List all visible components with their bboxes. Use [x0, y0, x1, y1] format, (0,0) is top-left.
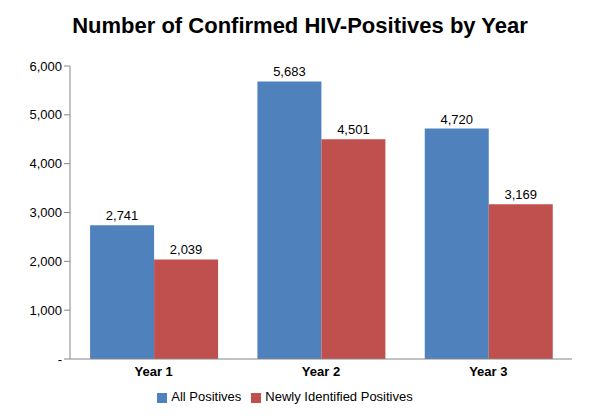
svg-text:-: -	[58, 352, 62, 367]
svg-text:Year 2: Year 2	[302, 364, 340, 379]
svg-text:5,683: 5,683	[273, 64, 306, 79]
svg-text:4,720: 4,720	[440, 112, 473, 127]
svg-text:3,169: 3,169	[504, 187, 537, 202]
svg-text:2,741: 2,741	[106, 208, 139, 223]
html-text:All Positives: All Positives	[171, 389, 242, 404]
html-text:Newly Identified Positives: Newly Identified Positives	[265, 389, 413, 404]
svg-text:6,000: 6,000	[29, 59, 62, 74]
svg-text:Year 1: Year 1	[135, 364, 173, 379]
svg-text:Year 3: Year 3	[469, 364, 507, 379]
svg-text:2,000: 2,000	[29, 254, 62, 269]
svg-text:5,000: 5,000	[29, 107, 62, 122]
svg-text:3,000: 3,000	[29, 205, 62, 220]
svg-text:4,501: 4,501	[337, 122, 370, 137]
svg-text:4,000: 4,000	[29, 156, 62, 171]
svg-text:2,039: 2,039	[170, 242, 203, 257]
html-text:Number of Confirmed HIV-Positi: Number of Confirmed HIV-Positives by Yea…	[72, 13, 528, 38]
svg-text:1,000: 1,000	[29, 303, 62, 318]
